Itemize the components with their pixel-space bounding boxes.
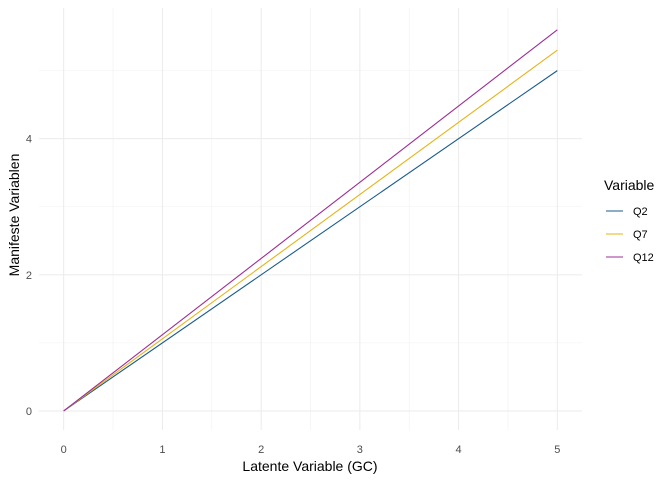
y-tick-label: 2 — [26, 270, 32, 282]
legend: Variable Q2 Q7 Q12 — [604, 177, 655, 264]
y-axis-ticks: 0 2 4 — [26, 134, 32, 418]
x-tick-label: 2 — [258, 444, 264, 456]
grid — [39, 8, 582, 430]
legend-label-q2: Q2 — [633, 206, 648, 218]
series-line-q2 — [63, 70, 558, 412]
legend-label-q12: Q12 — [633, 252, 654, 264]
x-tick-label: 3 — [357, 444, 363, 456]
y-axis-title: Manifeste Variablen — [6, 154, 22, 277]
legend-title: Variable — [604, 177, 655, 193]
x-tick-label: 1 — [159, 444, 165, 456]
x-axis-title: Latente Variable (GC) — [242, 458, 377, 474]
x-tick-label: 0 — [61, 444, 67, 456]
x-tick-label: 4 — [456, 444, 462, 456]
y-tick-label: 4 — [26, 134, 32, 146]
legend-items: Q2 Q7 Q12 — [606, 206, 654, 264]
series-lines — [63, 29, 558, 412]
series-line-q12 — [63, 29, 558, 412]
y-tick-label: 0 — [26, 406, 32, 418]
x-axis-ticks: 0 1 2 3 4 5 — [61, 444, 561, 456]
x-tick-label: 5 — [554, 444, 560, 456]
series-line-q7 — [63, 49, 558, 412]
legend-label-q7: Q7 — [633, 229, 648, 241]
